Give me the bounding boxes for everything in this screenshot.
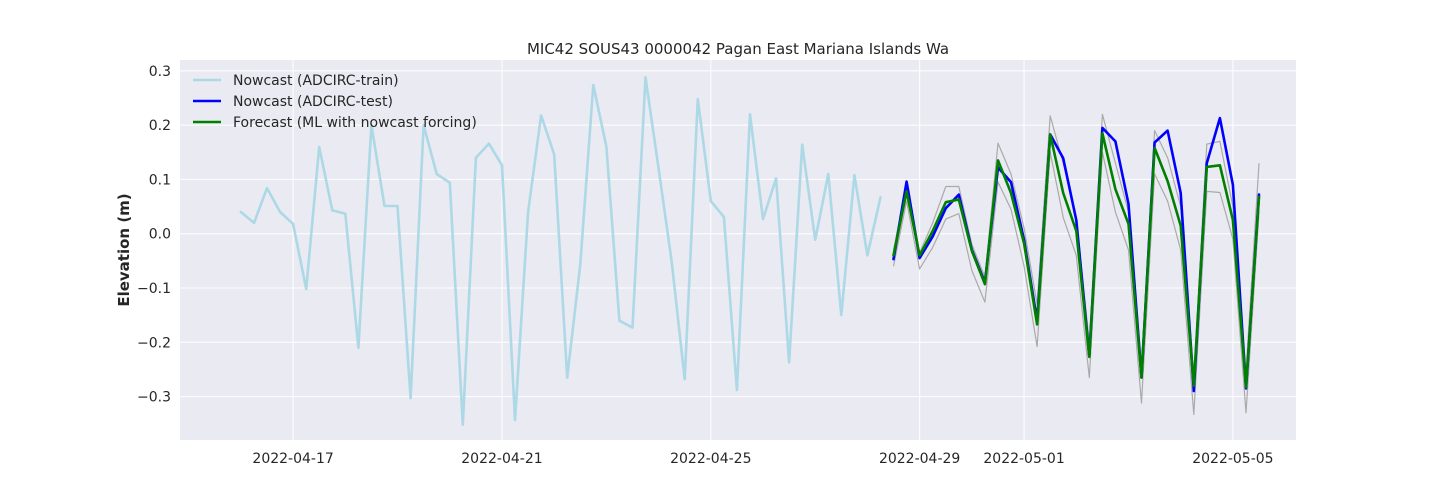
chart-title: MIC42 SOUS43 0000042 Pagan East Mariana … bbox=[527, 40, 949, 58]
y-tick-label: −0.2 bbox=[137, 335, 171, 351]
y-tick-label: −0.3 bbox=[137, 390, 171, 406]
envelope-lower-line bbox=[892, 151, 1260, 416]
legend-label: Nowcast (ADCIRC-test) bbox=[233, 94, 393, 110]
series-line-0 bbox=[239, 76, 882, 427]
y-tick-label: 0.0 bbox=[149, 227, 171, 243]
legend: Nowcast (ADCIRC-train) Nowcast (ADCIRC-te… bbox=[193, 73, 477, 131]
y-tick-label: 0.1 bbox=[149, 172, 171, 188]
legend-label: Nowcast (ADCIRC-train) bbox=[233, 73, 399, 89]
x-tick-label: 2022-04-29 bbox=[879, 451, 960, 467]
x-tick-label: 2022-05-01 bbox=[983, 451, 1064, 467]
x-tick-label: 2022-04-21 bbox=[461, 451, 542, 467]
y-axis-label: Elevation (m) bbox=[115, 193, 133, 306]
y-tick-labels: −0.3 −0.2 −0.1 0.0 0.1 0.2 0.3 bbox=[137, 64, 171, 406]
x-tick-labels: 2022-04-17 2022-04-21 2022-04-25 2022-04-29… bbox=[252, 451, 1273, 467]
series-line-2 bbox=[892, 132, 1261, 389]
x-tick-label: 2022-04-25 bbox=[670, 451, 751, 467]
y-tick-label: 0.3 bbox=[149, 64, 171, 80]
series-lines bbox=[239, 76, 1261, 427]
legend-label: Forecast (ML with nowcast forcing) bbox=[233, 115, 477, 131]
y-tick-label: −0.1 bbox=[137, 281, 171, 297]
x-tick-label: 2022-05-05 bbox=[1192, 451, 1273, 467]
y-tick-label: 0.2 bbox=[149, 118, 171, 134]
x-tick-label: 2022-04-17 bbox=[252, 451, 333, 467]
